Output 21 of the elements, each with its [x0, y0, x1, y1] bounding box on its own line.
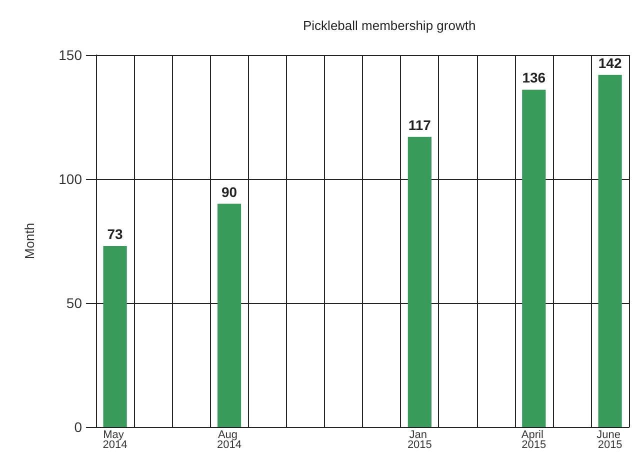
- y-axis-title: Month: [22, 222, 37, 260]
- data-label: 90: [221, 184, 238, 200]
- data-label: 117: [408, 116, 432, 133]
- y-tick-label: 0: [74, 419, 82, 435]
- data-label: 142: [598, 54, 622, 71]
- x-tick-label: June 2015: [596, 429, 624, 451]
- data-label: 73: [107, 226, 124, 242]
- bar: [103, 246, 127, 427]
- x-tick-label: Aug 2014: [217, 429, 242, 451]
- x-tick-label: May 2014: [102, 429, 128, 451]
- bar: [598, 74, 622, 427]
- data-label: 136: [522, 70, 546, 86]
- y-tick-label: 50: [66, 295, 82, 311]
- chart-title: Pickleball membership growth: [303, 18, 476, 33]
- x-tick-label: April 2015: [521, 429, 546, 451]
- bar: [408, 136, 432, 427]
- y-tick-label: 100: [58, 171, 82, 187]
- bar: [522, 90, 546, 427]
- bar: [217, 204, 242, 427]
- x-tick-label: Jan 2015: [407, 429, 432, 451]
- y-tick-label: 150: [58, 47, 82, 63]
